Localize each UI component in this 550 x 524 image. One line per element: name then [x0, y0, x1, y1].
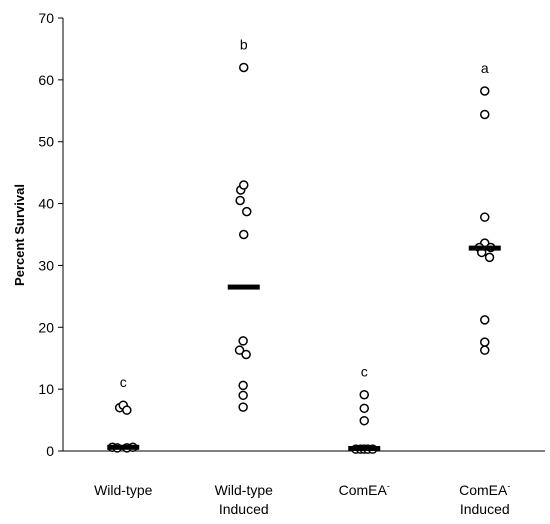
category-labels: Wild-type Wild-type Induced ComEA- ComEA- Ind… [94, 481, 510, 517]
data-point [239, 180, 249, 190]
y-tick-label: 50 [38, 134, 54, 150]
data-point [122, 405, 132, 415]
significance-letter: c [120, 374, 127, 390]
y-tick-label: 30 [38, 257, 54, 273]
significance-letter: c [361, 364, 368, 380]
significance-labels: c b c a [120, 36, 489, 390]
data-point [239, 62, 249, 73]
data-point [234, 345, 245, 355]
data-point [359, 415, 369, 426]
data-point [238, 390, 248, 401]
data-point [480, 86, 490, 96]
data-point [480, 337, 490, 347]
data-point [480, 345, 490, 355]
mean-marker [107, 444, 140, 450]
data-point [238, 336, 248, 346]
mean-marker [348, 446, 381, 452]
data-point [359, 389, 369, 400]
data-point [238, 380, 248, 391]
data-point [480, 212, 490, 222]
category-label: Induced [460, 501, 510, 517]
y-tick-label: 70 [38, 10, 54, 26]
data-points [107, 62, 496, 454]
significance-letter: b [240, 36, 248, 52]
category-label: ComEA- [339, 481, 390, 498]
data-point [241, 349, 251, 360]
y-tick-label: 20 [38, 319, 54, 335]
data-point [235, 195, 245, 206]
data-point [238, 402, 248, 412]
data-point [239, 229, 249, 240]
data-point [242, 206, 252, 217]
mean-marker [468, 245, 501, 251]
y-axis-title: Percent Survival [12, 184, 27, 286]
mean-marker [227, 284, 260, 290]
data-point [359, 403, 369, 414]
data-point [484, 252, 495, 263]
data-point [480, 109, 490, 120]
category-label: Induced [219, 501, 269, 517]
category-label: Wild-type [215, 482, 274, 498]
category-label: ComEA- [459, 481, 510, 498]
y-tick-label: 40 [38, 196, 54, 212]
y-tick-label: 10 [38, 381, 54, 397]
significance-letter: a [481, 60, 489, 76]
y-ticks: 0 10 20 30 40 50 60 70 [38, 10, 63, 459]
category-label: Wild-type [94, 482, 153, 498]
mean-markers [107, 245, 501, 452]
y-tick-label: 0 [46, 443, 54, 459]
data-point [480, 315, 490, 325]
y-tick-label: 60 [38, 72, 54, 88]
